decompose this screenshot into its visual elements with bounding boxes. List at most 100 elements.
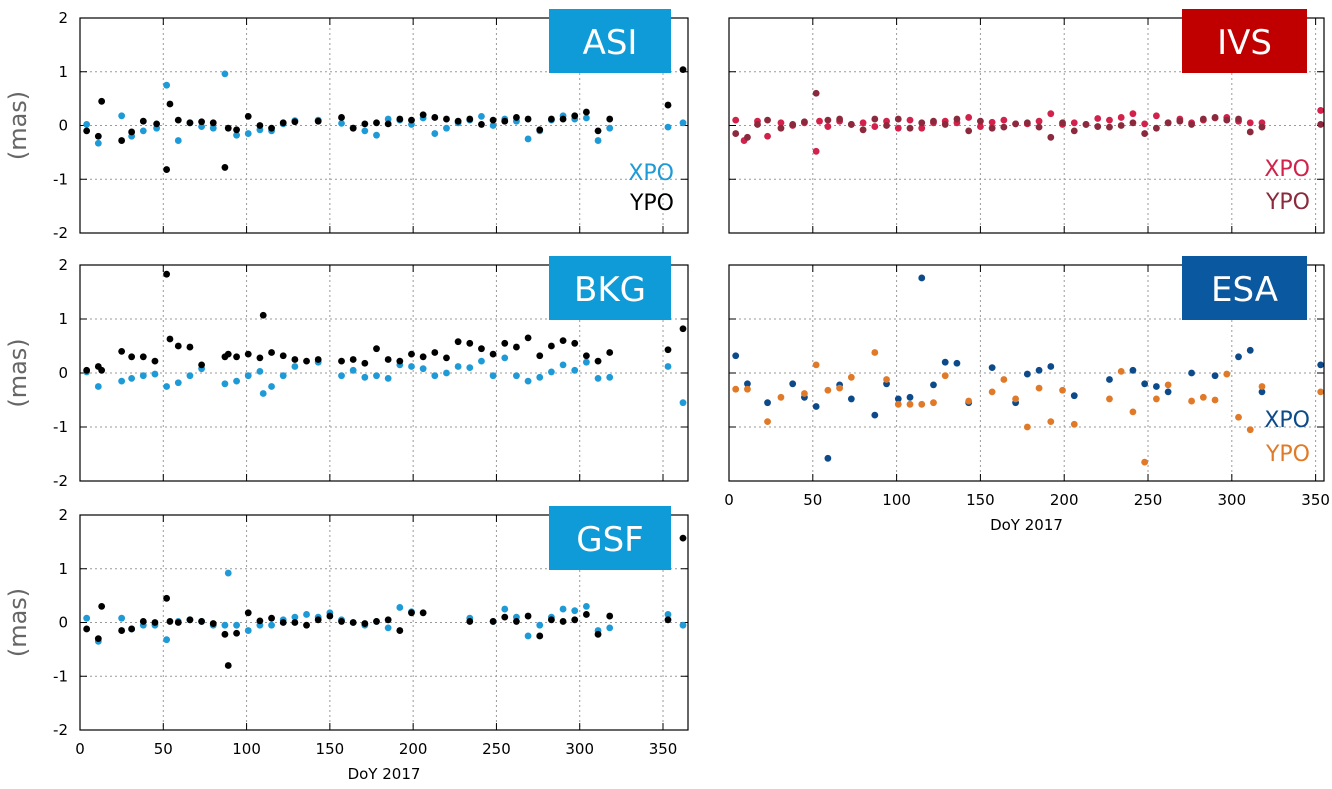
data-point	[965, 114, 973, 121]
data-point	[664, 101, 672, 109]
data-point	[732, 352, 740, 360]
y-tick-label: 1	[58, 560, 68, 578]
x-tick-label: 300	[565, 740, 594, 758]
series-1	[83, 534, 687, 669]
data-point	[1164, 388, 1172, 396]
data-point	[1094, 123, 1102, 130]
data-point	[139, 117, 147, 125]
y-tick-label: 0	[58, 117, 68, 135]
y-axis-label: (mas)	[4, 338, 32, 407]
data-point	[1047, 133, 1055, 141]
data-point	[1047, 363, 1055, 370]
data-point	[349, 124, 357, 132]
data-point	[151, 370, 159, 378]
data-point	[361, 373, 369, 381]
data-point	[454, 338, 462, 346]
series-1	[83, 270, 687, 374]
data-point	[233, 126, 240, 134]
data-point	[1106, 123, 1113, 131]
data-point	[1059, 386, 1066, 394]
data-point	[524, 377, 532, 385]
data-point	[777, 124, 785, 132]
data-point	[244, 350, 252, 358]
data-point	[606, 373, 614, 381]
data-point	[744, 385, 751, 393]
data-point	[664, 363, 672, 370]
data-point	[384, 616, 392, 624]
data-point	[151, 619, 159, 626]
data-point	[244, 130, 252, 137]
data-point	[536, 352, 544, 360]
y-tick-label: -2	[53, 224, 68, 242]
data-point	[1176, 117, 1184, 125]
data-point	[847, 121, 855, 128]
data-point	[174, 379, 182, 387]
x-axis-label: DoY 2017	[990, 516, 1063, 534]
data-point	[431, 349, 439, 356]
x-tick-label: 350	[649, 740, 678, 758]
data-point	[594, 375, 602, 382]
data-point	[118, 137, 126, 144]
data-point	[384, 115, 392, 123]
data-point	[361, 120, 369, 128]
data-point	[777, 393, 785, 401]
data-point	[166, 335, 174, 343]
data-point	[83, 614, 91, 622]
y-tick-label: -1	[53, 667, 68, 685]
data-point	[314, 356, 322, 363]
data-point	[548, 616, 555, 624]
y-axis-label: (mas)	[4, 91, 32, 160]
data-point	[953, 115, 961, 123]
data-point	[373, 372, 380, 380]
data-point	[268, 614, 275, 622]
data-points	[732, 89, 1324, 155]
data-point	[801, 390, 808, 397]
data-point	[259, 311, 267, 319]
data-point	[536, 126, 544, 134]
data-point	[489, 122, 497, 129]
data-point	[209, 124, 217, 132]
data-point	[186, 119, 194, 127]
x-tick-label: 100	[882, 491, 911, 509]
data-point	[396, 604, 404, 611]
data-point	[559, 618, 567, 625]
y-tick-label: 2	[58, 256, 68, 274]
data-point	[548, 342, 555, 350]
data-point	[256, 617, 264, 625]
data-point	[291, 118, 299, 126]
data-point	[1246, 426, 1254, 434]
data-point	[606, 624, 614, 632]
data-point	[83, 366, 91, 374]
data-point	[571, 366, 579, 374]
data-point	[501, 117, 509, 125]
data-point	[1235, 115, 1242, 123]
data-point	[764, 132, 771, 140]
data-point	[1317, 121, 1324, 128]
data-point	[789, 380, 797, 388]
data-point	[824, 116, 832, 124]
data-point	[1246, 346, 1254, 354]
data-point	[764, 418, 771, 425]
data-point	[166, 100, 174, 108]
legend-entry-ypo: YPO	[1265, 190, 1310, 215]
data-point	[128, 128, 136, 136]
data-point	[349, 356, 357, 363]
panel-gsf: 2 1 0 -1 -2 0 50 100 150 200 250 300 350 (mas) DoY 201…	[4, 506, 689, 783]
data-point	[1035, 384, 1043, 392]
y-tick-label: 2	[58, 9, 68, 27]
data-point	[118, 377, 126, 385]
data-point	[789, 121, 797, 128]
data-point	[918, 274, 926, 282]
data-point	[244, 112, 252, 120]
data-point	[594, 630, 602, 638]
data-point	[801, 118, 808, 126]
data-point	[906, 400, 914, 408]
data-point	[559, 605, 567, 613]
data-point	[338, 114, 345, 121]
title-badge	[549, 506, 671, 570]
data-point	[128, 353, 136, 361]
panel-ivs: IVS XPO YPO	[728, 9, 1325, 234]
data-point	[764, 116, 771, 124]
data-point	[1117, 367, 1125, 375]
data-point	[501, 354, 509, 362]
